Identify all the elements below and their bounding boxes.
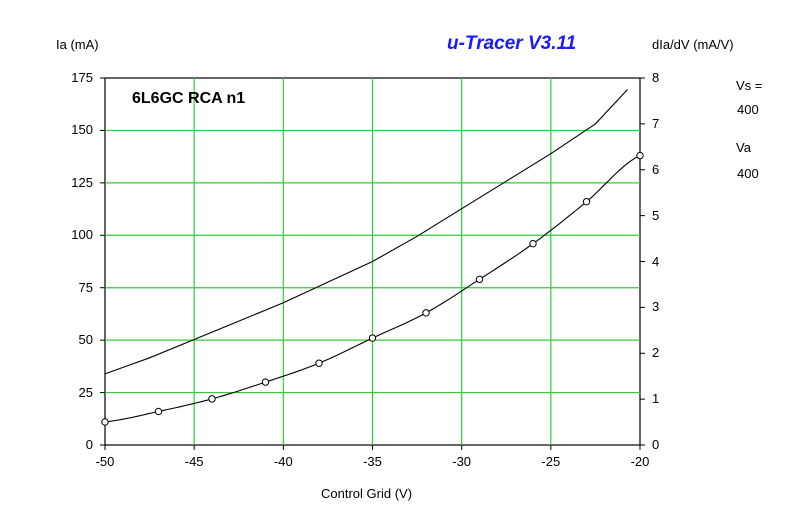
series-layer [101, 89, 644, 426]
y-left-tick-label: 50 [78, 332, 93, 348]
y-left-tick-label: 0 [85, 437, 93, 452]
x-tick-label: -20 [630, 454, 650, 469]
y-axis-left-label: Ia (mA) [56, 37, 99, 52]
y-right-tick-label: 8 [652, 70, 660, 85]
x-tick-label: -45 [184, 454, 204, 469]
data-point-marker [368, 334, 377, 342]
tube-annotation: 6L6GC RCA n1 [132, 90, 246, 107]
data-point-marker [582, 198, 591, 206]
va-value: 400 [737, 166, 759, 181]
data-point-marker [529, 239, 537, 248]
data-point-marker [154, 407, 163, 416]
y-right-tick-label: 7 [652, 115, 660, 131]
y-right-tick-label: 2 [652, 345, 660, 361]
x-tick-label: -30 [452, 454, 472, 469]
vs-value: 400 [737, 102, 759, 117]
series-line-dia-dv [104, 89, 628, 375]
x-axis-label: Control Grid (V) [321, 486, 413, 501]
y-left-tick-label: 100 [71, 227, 93, 243]
data-point-marker [315, 359, 323, 367]
data-point-marker [636, 151, 644, 160]
y-axis-right-label: dIa/dV (mA/V) [652, 37, 734, 52]
y-left-tick-label: 75 [78, 279, 93, 295]
data-point-marker [101, 418, 109, 426]
chart-title: u-Tracer V3.11 [447, 33, 577, 54]
y-right-tick-label: 4 [652, 253, 660, 269]
y-right-tick-label: 6 [652, 161, 660, 177]
y-left-tick-label: 125 [71, 174, 93, 190]
y-left-tick-label: 150 [71, 122, 93, 138]
y-right-tick-label: 5 [652, 207, 660, 223]
y-right-tick-label: 3 [652, 299, 660, 315]
x-tick-label: -40 [273, 454, 293, 469]
y-left-tick-label: 25 [78, 384, 93, 400]
y-right-tick-label: 0 [652, 437, 660, 452]
data-point-marker [475, 275, 484, 284]
y-left-tick-label: 175 [71, 70, 93, 85]
ticks [100, 77, 645, 450]
x-tick-label: -25 [541, 454, 561, 469]
data-point-marker [261, 378, 270, 386]
y-right-tick-label: 1 [652, 391, 660, 407]
x-tick-label: -50 [95, 454, 115, 469]
grid [105, 78, 640, 445]
data-point-marker [208, 395, 216, 403]
x-tick-label: -35 [363, 454, 382, 469]
vs-label: Vs = [736, 78, 763, 93]
data-point-marker [422, 309, 430, 317]
va-label: Va [736, 140, 751, 155]
